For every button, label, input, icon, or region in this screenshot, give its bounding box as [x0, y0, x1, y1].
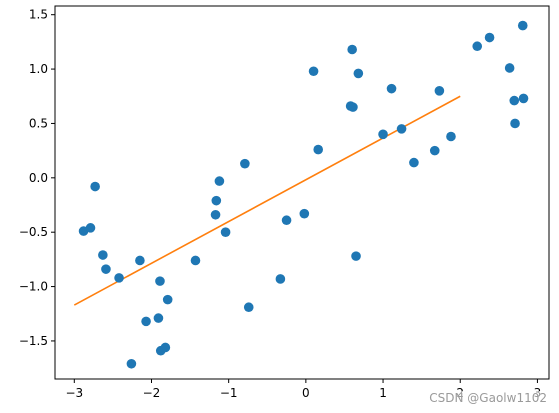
scatter-point-37 [446, 131, 456, 142]
x-tick-label-4: 1 [379, 386, 387, 400]
scatter-point-42 [510, 118, 520, 129]
scatter-point-30 [353, 68, 364, 79]
scatter-point-40 [504, 63, 515, 73]
scatter-point-36 [434, 86, 445, 96]
plot-frame [54, 5, 550, 380]
scatter-point-2 [90, 181, 100, 192]
scatter-point-3 [98, 250, 108, 260]
y-tick-label-6: 1.5 [29, 8, 48, 22]
scatter-point-41 [509, 95, 520, 106]
scatter-point-38 [472, 41, 483, 52]
scatter-point-17 [214, 176, 225, 186]
scatter-point-31 [378, 129, 388, 140]
scatter-point-29 [351, 251, 361, 261]
y-tick-label-5: 1.0 [29, 62, 48, 76]
scatter-point-39 [484, 32, 495, 43]
scatter-point-7 [135, 255, 145, 266]
x-tick-label-1: −2 [143, 386, 161, 400]
scatter-point-28 [348, 102, 358, 112]
scatter-point-15 [210, 209, 221, 220]
regression-line-layer [73, 95, 461, 306]
scatter-point-4 [101, 264, 111, 274]
watermark-text: CSDN @Gaolw1102 [427, 391, 549, 405]
scatter-point-9 [153, 313, 164, 323]
y-axis: −1.5 −1.0 −0.5 0.0 0.5 1.0 1.5 [19, 8, 55, 348]
plot-area [55, 6, 549, 379]
scatter-point-20 [243, 302, 254, 313]
y-tick-label-3: 0.0 [29, 171, 48, 185]
scatter-point-27 [347, 44, 357, 55]
scatter-point-19 [240, 158, 250, 169]
scatter-point-1 [85, 223, 96, 233]
scatter-point-43 [517, 20, 528, 31]
scatter-point-23 [299, 208, 310, 219]
scatter-point-33 [396, 124, 407, 134]
scatter-point-25 [313, 144, 324, 155]
scatter-point-18 [220, 227, 231, 237]
scatter-point-6 [126, 358, 137, 369]
scatter-points-layer [78, 20, 529, 369]
x-tick-label-2: −1 [220, 386, 238, 400]
scatter-point-8 [141, 316, 151, 327]
y-tick-label-1: −1.0 [19, 280, 48, 294]
y-tick-label-0: −1.5 [19, 334, 48, 348]
x-tick-label-3: 0 [302, 386, 310, 400]
scatter-point-10 [155, 276, 165, 286]
scatter-point-14 [190, 255, 201, 266]
scatter-point-32 [386, 83, 397, 94]
scatter-point-13 [162, 294, 173, 305]
y-tick-label-2: −0.5 [19, 225, 48, 239]
scatter-point-24 [308, 66, 319, 77]
scatter-point-35 [429, 145, 440, 156]
scatter-point-21 [275, 274, 286, 284]
scatter-point-22 [281, 215, 292, 226]
scatter-point-34 [409, 157, 419, 168]
scatter-point-44 [518, 93, 529, 104]
regression-line [73, 95, 461, 306]
scatter-point-12 [160, 342, 171, 353]
y-tick-label-4: 0.5 [29, 116, 48, 130]
scatter-point-5 [114, 273, 124, 283]
scatter-point-16 [211, 195, 222, 206]
x-tick-label-0: −3 [65, 386, 83, 400]
